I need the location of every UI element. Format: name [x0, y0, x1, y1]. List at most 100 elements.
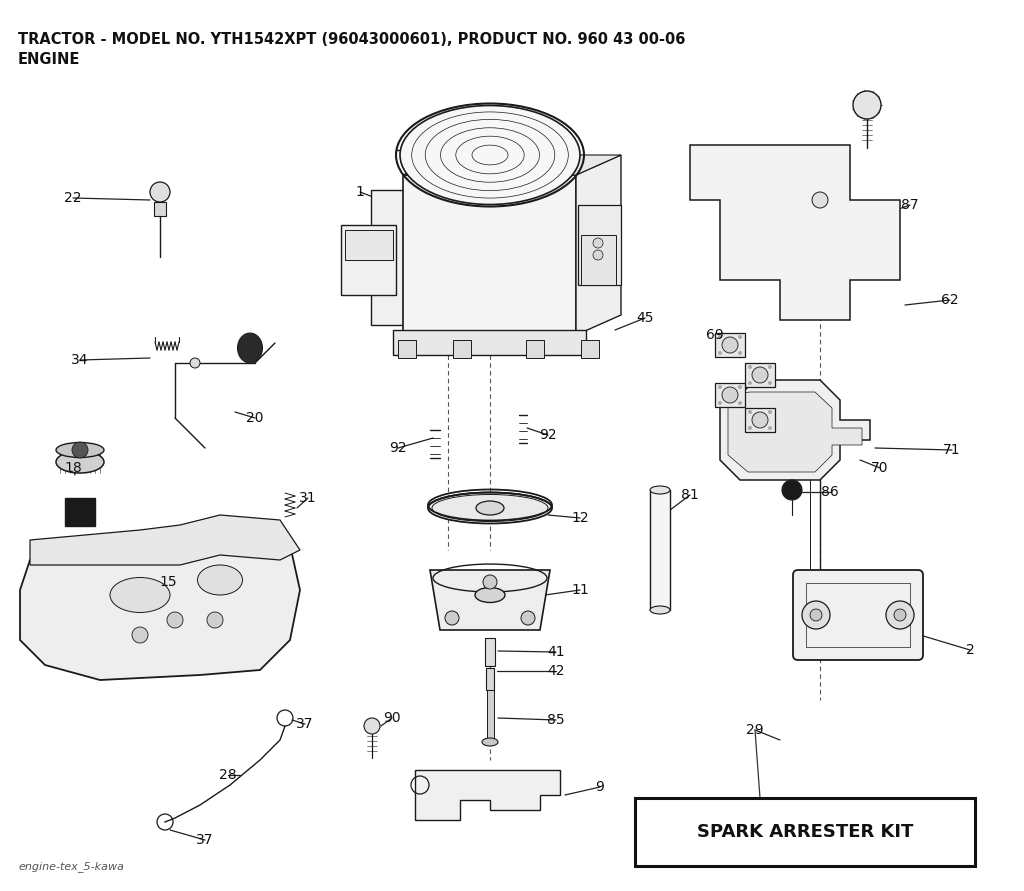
Bar	[486, 668, 494, 690]
Circle shape	[812, 192, 828, 208]
Circle shape	[894, 609, 906, 621]
Polygon shape	[415, 770, 560, 820]
Polygon shape	[20, 540, 300, 680]
Text: 2: 2	[966, 643, 975, 657]
Text: 69: 69	[707, 328, 724, 342]
Text: engine-tex_5-kawa: engine-tex_5-kawa	[18, 861, 124, 872]
Circle shape	[72, 442, 88, 458]
Bar	[806, 583, 910, 647]
Text: 42: 42	[547, 664, 565, 678]
Polygon shape	[393, 330, 586, 355]
Polygon shape	[690, 145, 900, 320]
Ellipse shape	[428, 493, 552, 524]
Text: 45: 45	[636, 311, 653, 325]
Bar	[453, 340, 471, 358]
Circle shape	[748, 365, 752, 369]
Circle shape	[593, 250, 603, 260]
Ellipse shape	[56, 443, 104, 457]
Ellipse shape	[476, 501, 504, 515]
Circle shape	[167, 612, 183, 628]
Circle shape	[718, 335, 722, 339]
Bar	[581, 235, 616, 285]
Text: 81: 81	[681, 488, 698, 502]
Bar	[581, 340, 599, 358]
Polygon shape	[403, 175, 575, 335]
Circle shape	[738, 401, 742, 405]
Circle shape	[768, 426, 772, 430]
Ellipse shape	[482, 738, 498, 746]
Text: 22: 22	[65, 191, 82, 205]
Text: ENGINE: ENGINE	[18, 52, 80, 67]
Bar	[715, 383, 745, 407]
Polygon shape	[720, 380, 870, 480]
Circle shape	[768, 365, 772, 369]
Ellipse shape	[238, 333, 262, 363]
Polygon shape	[30, 515, 300, 565]
Circle shape	[722, 387, 738, 403]
Bar	[745, 408, 775, 432]
Bar	[715, 333, 745, 357]
Circle shape	[752, 367, 768, 383]
Circle shape	[445, 611, 459, 625]
Ellipse shape	[110, 577, 170, 612]
Bar	[485, 638, 495, 666]
Text: 85: 85	[547, 713, 565, 727]
Text: 86: 86	[821, 485, 839, 499]
Bar	[745, 363, 775, 387]
Text: 28: 28	[219, 768, 237, 782]
Circle shape	[853, 91, 881, 119]
Bar	[341, 225, 396, 295]
Polygon shape	[371, 190, 403, 325]
Text: 62: 62	[941, 293, 958, 307]
Circle shape	[718, 351, 722, 355]
Text: 37: 37	[197, 833, 214, 847]
Circle shape	[748, 410, 752, 414]
Circle shape	[738, 335, 742, 339]
Text: 41: 41	[547, 645, 565, 659]
Circle shape	[190, 358, 200, 368]
Polygon shape	[430, 570, 550, 630]
Circle shape	[886, 601, 914, 629]
Ellipse shape	[56, 451, 104, 473]
Bar	[635, 798, 975, 866]
Circle shape	[722, 337, 738, 353]
Bar	[650, 490, 670, 610]
Circle shape	[782, 480, 802, 500]
Circle shape	[748, 381, 752, 385]
Text: TRACTOR - MODEL NO. YTH1542XPT (96043000601), PRODUCT NO. 960 43 00-06: TRACTOR - MODEL NO. YTH1542XPT (96043000…	[18, 32, 685, 47]
Bar	[487, 690, 494, 740]
Circle shape	[150, 182, 170, 202]
Text: 9: 9	[596, 780, 604, 794]
Text: 70: 70	[871, 461, 889, 475]
Text: 31: 31	[299, 491, 316, 505]
Ellipse shape	[400, 105, 580, 205]
Text: 29: 29	[746, 723, 764, 737]
Text: 12: 12	[571, 511, 589, 525]
Circle shape	[768, 381, 772, 385]
Circle shape	[718, 401, 722, 405]
Ellipse shape	[475, 587, 505, 602]
Text: 20: 20	[246, 411, 264, 425]
Polygon shape	[403, 155, 621, 175]
Circle shape	[718, 385, 722, 389]
Circle shape	[364, 718, 380, 734]
Circle shape	[738, 351, 742, 355]
Ellipse shape	[650, 606, 670, 614]
Circle shape	[483, 575, 497, 589]
Text: 34: 34	[72, 353, 89, 367]
Ellipse shape	[198, 565, 243, 595]
Text: 87: 87	[901, 198, 919, 212]
Circle shape	[132, 627, 148, 643]
FancyBboxPatch shape	[793, 570, 923, 660]
Bar	[154, 202, 166, 216]
Text: SPARK ARRESTER KIT: SPARK ARRESTER KIT	[696, 823, 913, 841]
Circle shape	[810, 609, 822, 621]
Bar	[398, 340, 416, 358]
Circle shape	[752, 412, 768, 428]
Polygon shape	[728, 392, 862, 472]
Bar	[578, 205, 621, 285]
Bar	[345, 230, 393, 260]
Ellipse shape	[650, 486, 670, 494]
Circle shape	[768, 410, 772, 414]
Circle shape	[207, 612, 223, 628]
